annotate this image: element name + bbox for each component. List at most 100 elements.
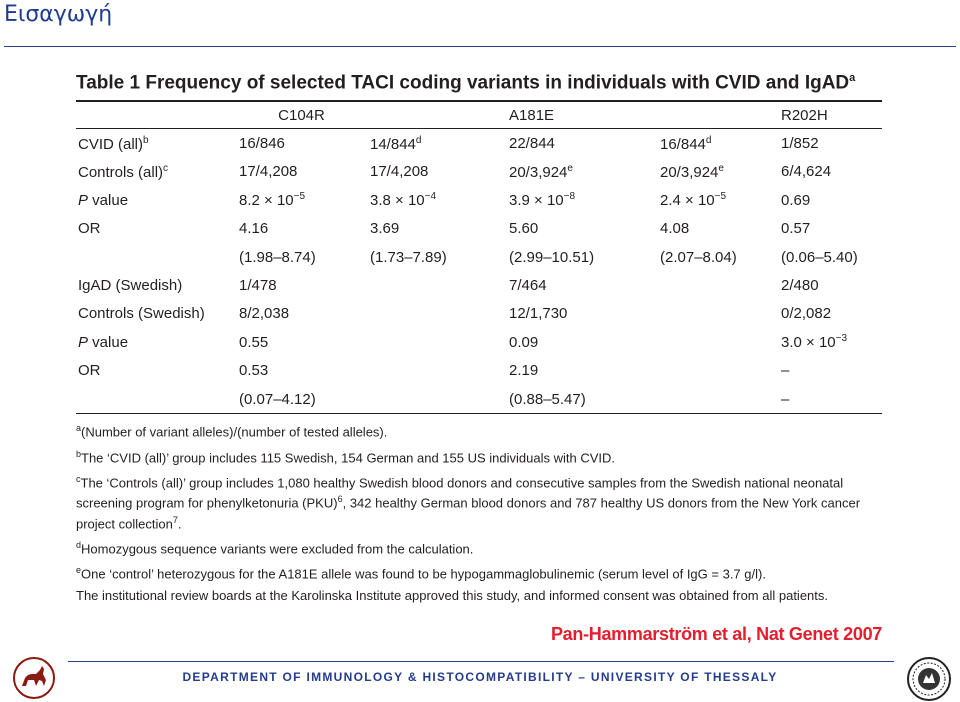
row-label: OR bbox=[76, 356, 237, 384]
row-label: IgAD (Swedish) bbox=[76, 271, 237, 299]
cell-text: CVID (all) bbox=[78, 135, 144, 153]
label-rest: value bbox=[88, 333, 129, 351]
table-cell: 1/852 bbox=[779, 129, 882, 158]
footnote-text: The institutional review boards at the K… bbox=[76, 587, 829, 603]
table-cell: 0.53 bbox=[237, 356, 368, 384]
bottom-divider bbox=[68, 661, 894, 662]
italic-label: P bbox=[78, 333, 89, 351]
cell-text: – bbox=[781, 362, 790, 380]
table-cell: – bbox=[779, 356, 882, 384]
row-label: CVID (all)b bbox=[76, 129, 237, 158]
table-row: Controls (Swedish) 8/2,038 12/1,730 0/2,082 bbox=[76, 300, 882, 328]
row-label: Controls (all)c bbox=[76, 158, 237, 186]
table-cell: 3.0 × 10−3 bbox=[779, 328, 882, 356]
table-row: CVID (all)b 16/846 14/844d 22/844 16/844d 1/8… bbox=[76, 129, 882, 158]
footnote-mark: e bbox=[76, 565, 82, 576]
row-label: P value bbox=[76, 328, 237, 356]
row-label: P value bbox=[76, 186, 237, 214]
footnote-text: (Number of variant alleles)/(number of t… bbox=[81, 424, 388, 440]
table-cell bbox=[658, 300, 779, 328]
cell-text: 12/1,730 bbox=[509, 305, 568, 323]
cell-text: Controls (all) bbox=[78, 163, 164, 181]
column-header: C104R bbox=[237, 100, 368, 130]
table-cell: 1/478 bbox=[237, 271, 368, 299]
table-cell bbox=[658, 384, 779, 415]
cell-text: (0.06–5.40) bbox=[781, 248, 858, 266]
row-label: OR bbox=[76, 215, 237, 243]
cell-text: IgAD (Swedish) bbox=[78, 276, 183, 294]
column-header: R202H bbox=[779, 100, 882, 130]
table-cell: (1.98–8.74) bbox=[237, 243, 368, 271]
cell-text: (1.98–8.74) bbox=[239, 248, 316, 266]
cell-text: 16/846 bbox=[239, 135, 285, 153]
footnote-mark: c bbox=[76, 473, 81, 484]
footnote: The institutional review boards at the K… bbox=[76, 588, 882, 604]
cell-text: 3.8 × 10 bbox=[370, 192, 425, 210]
table-cell bbox=[368, 384, 507, 415]
footnote-text: Homozygous sequence variants were exclud… bbox=[81, 541, 474, 557]
cell-text: 8/2,038 bbox=[239, 305, 290, 323]
table-cell: 16/844d bbox=[658, 129, 779, 158]
cell-text: 0.57 bbox=[781, 220, 811, 238]
footer-department: DEPARTMENT OF IMMUNOLOGY & HISTOCOMPATIB… bbox=[182, 670, 778, 684]
cell-text: 17/4,208 bbox=[370, 163, 429, 181]
superscript: −5 bbox=[714, 191, 727, 203]
table-row: P value 8.2 × 10−5 3.8 × 10−4 3.9 × 10−8 2.4… bbox=[76, 186, 882, 214]
cell-text: 4.16 bbox=[239, 220, 269, 238]
cell-text: 17/4,208 bbox=[239, 163, 298, 181]
cell-text: 14/844 bbox=[370, 135, 416, 153]
column-header bbox=[658, 100, 779, 130]
superscript: e bbox=[567, 162, 573, 174]
table-cell: 8.2 × 10−5 bbox=[237, 186, 368, 214]
table-row: (1.98–8.74) (1.73–7.89) (2.99–10.51) (2.07–… bbox=[76, 243, 882, 271]
table-row: OR 0.53 2.19 – bbox=[76, 356, 882, 384]
footnote-text: The ‘CVID (all)’ group includes 115 Swed… bbox=[81, 449, 615, 465]
table-cell bbox=[658, 271, 779, 299]
table-cell: 2/480 bbox=[779, 271, 882, 299]
footnote: cThe ‘Controls (all)’ group includes 1,0… bbox=[76, 471, 882, 532]
superscript: d bbox=[705, 134, 712, 146]
cell-text: 1/478 bbox=[239, 276, 277, 294]
footnote: a(Number of variant alleles)/(number of … bbox=[76, 420, 882, 440]
footnote: dHomozygous sequence variants were exclu… bbox=[76, 537, 882, 557]
cell-text: 6/4,624 bbox=[781, 163, 832, 181]
table-cell: 3.8 × 10−4 bbox=[368, 186, 507, 214]
cell-text: 8.2 × 10 bbox=[239, 192, 294, 210]
table-cell: (0.88–5.47) bbox=[507, 384, 658, 415]
table-cell: 14/844d bbox=[368, 129, 507, 158]
table-cell: 5.60 bbox=[507, 215, 658, 243]
cell-text: 20/3,924 bbox=[509, 163, 568, 181]
table-cell: 4.08 bbox=[658, 215, 779, 243]
superscript: −3 bbox=[835, 333, 848, 345]
cell-text: 0/2,082 bbox=[781, 305, 832, 323]
table-footnotes: a(Number of variant alleles)/(number of … bbox=[76, 420, 882, 603]
table-cell: (1.73–7.89) bbox=[368, 243, 507, 271]
table-header-row: C104R A181E R202H bbox=[76, 100, 882, 130]
table-cell: 0.69 bbox=[779, 186, 882, 214]
superscript: d bbox=[415, 134, 422, 146]
table-cell: 0.57 bbox=[779, 215, 882, 243]
table-cell bbox=[368, 300, 507, 328]
table-caption-text: Table 1 Frequency of selected TACI codin… bbox=[76, 72, 850, 94]
footnote-text: The ‘Controls (all)’ group includes 1,08… bbox=[76, 475, 844, 511]
column-header: A181E bbox=[507, 100, 658, 130]
superscript: −8 bbox=[563, 191, 576, 203]
table-row: OR 4.16 3.69 5.60 4.08 0.57 bbox=[76, 215, 882, 243]
superscript: −5 bbox=[293, 191, 306, 203]
table-cell: 3.69 bbox=[368, 215, 507, 243]
slide-title: Εισαγωγή bbox=[4, 2, 113, 27]
table-cell: 4.16 bbox=[237, 215, 368, 243]
table-caption-footnote-mark: a bbox=[849, 72, 856, 84]
table-cell: 17/4,208 bbox=[237, 158, 368, 186]
footnote-text: , 342 healthy German blood donors and 78… bbox=[76, 495, 861, 531]
citation: Pan-Hammarström et al, Nat Genet 2007 bbox=[550, 624, 882, 644]
superscript: e bbox=[718, 162, 724, 174]
label-rest: value bbox=[88, 191, 129, 209]
footnote-text: One ‘control’ heterozygous for the A181E… bbox=[81, 566, 766, 582]
table-cell: 2.4 × 10−5 bbox=[658, 186, 779, 214]
reference-mark: 7 bbox=[172, 514, 178, 525]
table-cell: 6/4,624 bbox=[779, 158, 882, 186]
cell-text: 22/844 bbox=[509, 135, 555, 153]
footnote-mark: a bbox=[76, 423, 82, 434]
cell-text: 3.69 bbox=[370, 220, 400, 238]
